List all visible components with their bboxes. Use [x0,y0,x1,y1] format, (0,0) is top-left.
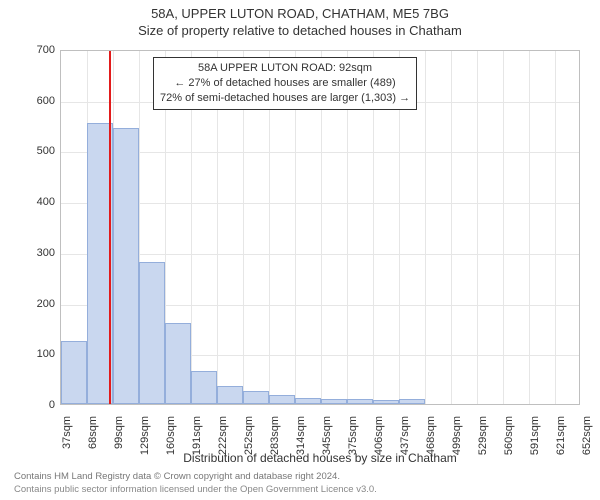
xtick-label: 129sqm [139,416,151,466]
xtick-label: 591sqm [529,416,541,466]
chart-container: 58A, UPPER LUTON ROAD, CHATHAM, ME5 7BG … [0,0,600,500]
xtick-label: 437sqm [399,416,411,466]
gridline-v [529,51,530,404]
xtick-label: 37sqm [61,416,73,466]
histogram-bar [321,399,347,404]
xtick-label: 375sqm [347,416,359,466]
annotation-box: 58A UPPER LUTON ROAD: 92sqm ← 27% of det… [153,57,417,110]
gridline-v [477,51,478,404]
xtick-label: 160sqm [165,416,177,466]
attribution-line2: Contains public sector information licen… [14,484,377,496]
histogram-bar [191,371,217,404]
annotation-line2: ← 27% of detached houses are smaller (48… [160,76,410,91]
histogram-bar [373,400,399,404]
ytick-label: 100 [15,348,55,360]
histogram-bar [139,262,165,404]
ytick-label: 200 [15,298,55,310]
histogram-bar [243,391,269,404]
xtick-label: 560sqm [503,416,515,466]
title-main: 58A, UPPER LUTON ROAD, CHATHAM, ME5 7BG [0,0,600,21]
xtick-label: 406sqm [373,416,385,466]
ytick-label: 600 [15,95,55,107]
histogram-bar [165,323,191,404]
annotation-line1: 58A UPPER LUTON ROAD: 92sqm [160,61,410,76]
gridline-v [555,51,556,404]
xtick-label: 222sqm [217,416,229,466]
xtick-label: 468sqm [425,416,437,466]
histogram-bar [269,395,295,404]
gridline-v [503,51,504,404]
reference-line [109,51,111,404]
histogram-bar [113,128,139,404]
xtick-label: 283sqm [269,416,281,466]
xtick-label: 621sqm [555,416,567,466]
xtick-label: 252sqm [243,416,255,466]
histogram-bar [295,398,321,404]
histogram-bar [347,399,373,404]
gridline-v [425,51,426,404]
attribution-line1: Contains HM Land Registry data © Crown c… [14,471,377,483]
attribution: Contains HM Land Registry data © Crown c… [14,471,377,496]
gridline-v [451,51,452,404]
xtick-label: 314sqm [295,416,307,466]
xtick-label: 499sqm [451,416,463,466]
ytick-label: 700 [15,44,55,56]
histogram-bar [217,386,243,404]
xtick-label: 68sqm [87,416,99,466]
histogram-bar [61,341,87,404]
xtick-label: 191sqm [191,416,203,466]
ytick-label: 500 [15,145,55,157]
xtick-label: 529sqm [477,416,489,466]
x-axis-label: Distribution of detached houses by size … [60,451,580,465]
ytick-label: 0 [15,399,55,411]
ytick-label: 400 [15,196,55,208]
xtick-label: 345sqm [321,416,333,466]
ytick-label: 300 [15,247,55,259]
plot-area: 58A UPPER LUTON ROAD: 92sqm ← 27% of det… [60,50,580,405]
annotation-line3: 72% of semi-detached houses are larger (… [160,91,410,106]
xtick-label: 652sqm [581,416,593,466]
histogram-bar [399,399,425,404]
title-sub: Size of property relative to detached ho… [0,21,600,38]
xtick-label: 99sqm [113,416,125,466]
plot-wrap: Number of detached properties 58A UPPER … [60,50,580,405]
